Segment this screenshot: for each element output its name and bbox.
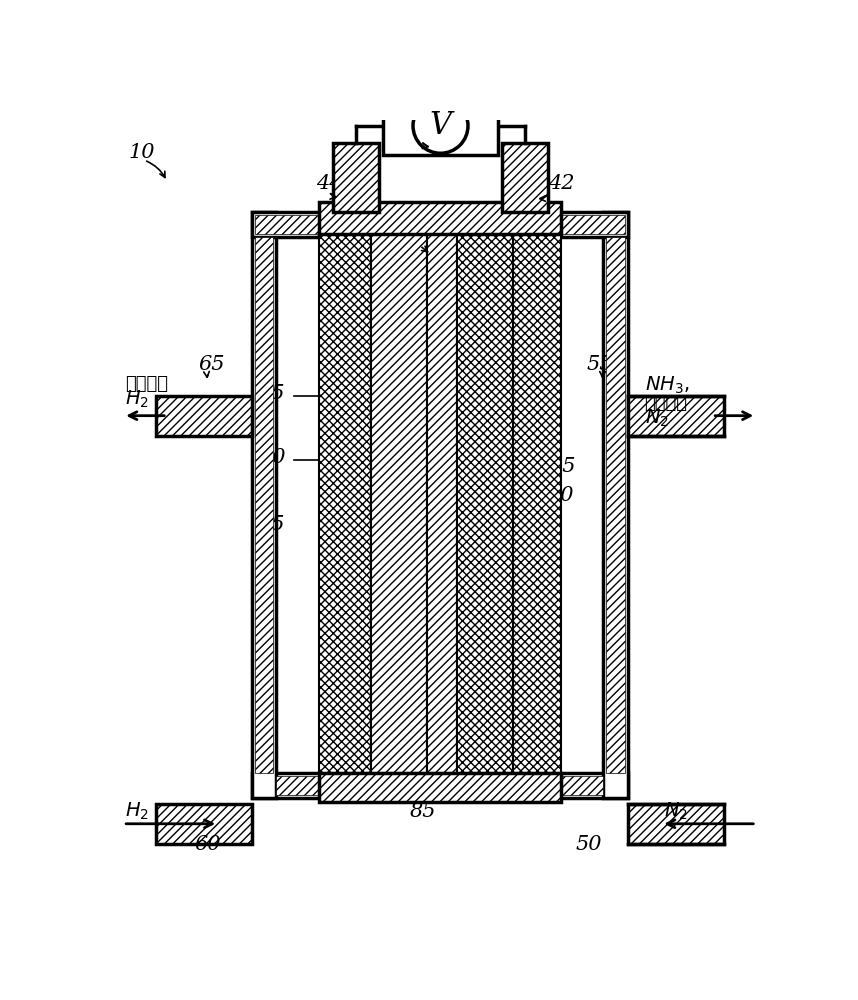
Bar [252, 212, 276, 798]
Bar [255, 237, 274, 773]
Circle shape [413, 98, 468, 153]
Text: 65: 65 [198, 355, 225, 374]
Text: 75: 75 [258, 384, 285, 403]
Bar [252, 773, 627, 798]
Text: 70: 70 [525, 368, 552, 387]
Bar [603, 212, 627, 798]
Bar [513, 234, 560, 773]
Text: $H_2$: $H_2$ [124, 389, 148, 410]
Text: $H_2$: $H_2$ [124, 801, 148, 822]
Text: 55: 55 [587, 355, 613, 374]
Text: $NH_3,$: $NH_3,$ [644, 375, 689, 396]
Text: 35: 35 [531, 415, 558, 434]
Bar [155, 804, 252, 844]
Text: 30: 30 [259, 448, 286, 467]
Bar [319, 202, 560, 234]
Text: 60: 60 [194, 835, 221, 854]
Text: 44: 44 [316, 174, 342, 193]
Bar [372, 234, 426, 773]
Text: 15: 15 [550, 457, 577, 476]
Bar [627, 396, 724, 436]
Text: 未反应的: 未反应的 [644, 394, 687, 412]
Text: 80: 80 [409, 228, 436, 247]
Bar [627, 804, 724, 844]
Bar [457, 234, 513, 773]
Text: 50: 50 [575, 835, 601, 854]
Text: 10: 10 [129, 143, 155, 162]
Text: 未反应的: 未反应的 [124, 375, 168, 393]
Bar [543, 212, 627, 237]
Text: 45: 45 [409, 124, 436, 143]
Bar [333, 143, 379, 212]
Text: 20: 20 [547, 486, 573, 505]
Bar [502, 143, 548, 212]
Text: V: V [430, 110, 451, 141]
Text: 85: 85 [409, 802, 436, 821]
Bar [155, 396, 252, 436]
Bar [319, 773, 560, 802]
Text: $N_2$: $N_2$ [664, 801, 687, 822]
Bar [252, 212, 336, 237]
Text: $N_2$: $N_2$ [644, 407, 668, 429]
Bar [276, 776, 603, 795]
Bar [383, 97, 498, 155]
Text: 42: 42 [548, 174, 575, 193]
Bar [255, 215, 334, 234]
Bar [546, 215, 625, 234]
Bar [426, 234, 457, 773]
Bar [606, 237, 625, 773]
Text: 25: 25 [258, 515, 285, 534]
Bar [319, 234, 372, 773]
